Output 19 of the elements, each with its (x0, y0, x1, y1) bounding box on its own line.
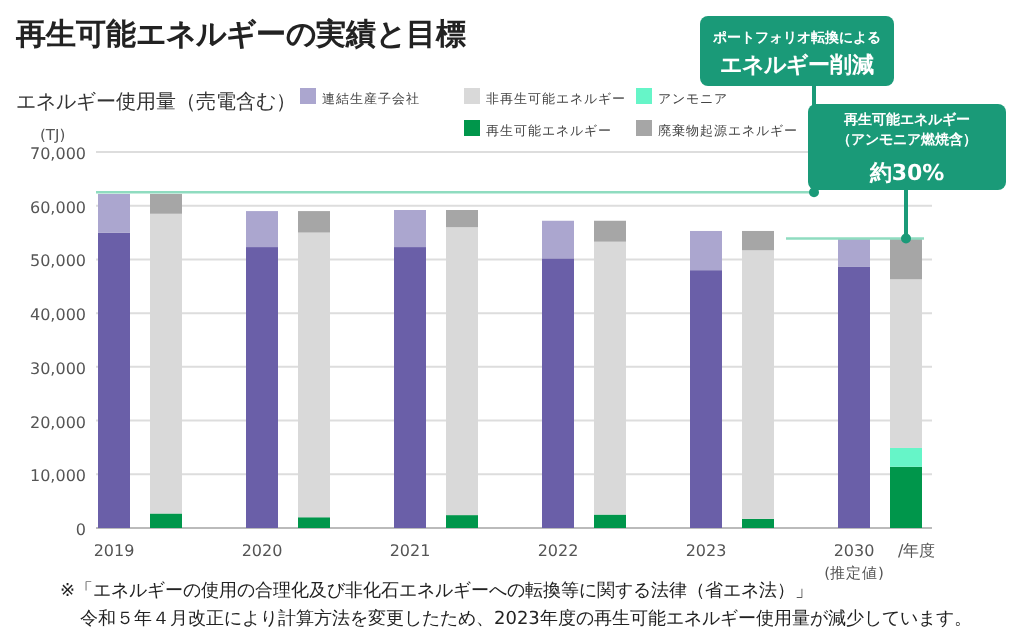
y-tick-label: 40,000 (30, 306, 86, 325)
y-tick-label: 60,000 (30, 198, 86, 217)
y-tick-label: 70,000 (30, 145, 86, 163)
x-tick-label: 2020 (241, 542, 283, 560)
text: ※「エネルギーの使用の合理化及び非化石エネルギーへの転換等に関する法律（省エネ法）」 (60, 580, 814, 602)
y-tick-label: 10,000 (30, 467, 86, 486)
y-tick-label: 50,000 (30, 252, 86, 271)
y-tick-label: 30,000 (30, 359, 86, 378)
x-tick-label: 2022 (537, 542, 579, 560)
y-axis-title: エネルギー使用量（売電含む） (16, 90, 296, 114)
x-tick-label: 2030 (833, 542, 875, 560)
x-tick-label: 2023 (685, 542, 727, 560)
y-tick-label: 20,000 (30, 413, 86, 432)
chart-title: 再生可能エネルギーの実績と目標 (14, 16, 466, 52)
y-tick-label: 0 (75, 521, 86, 539)
x-tick-label: 2019 (93, 542, 135, 560)
x-axis-title: /年度 (898, 542, 936, 560)
x-tick-label: 2021 (389, 542, 431, 560)
text: 令和５年４月改正により計算方法を変更したため、2023年度の再生可能エネルギー使用量が減少しています。 (80, 608, 972, 630)
